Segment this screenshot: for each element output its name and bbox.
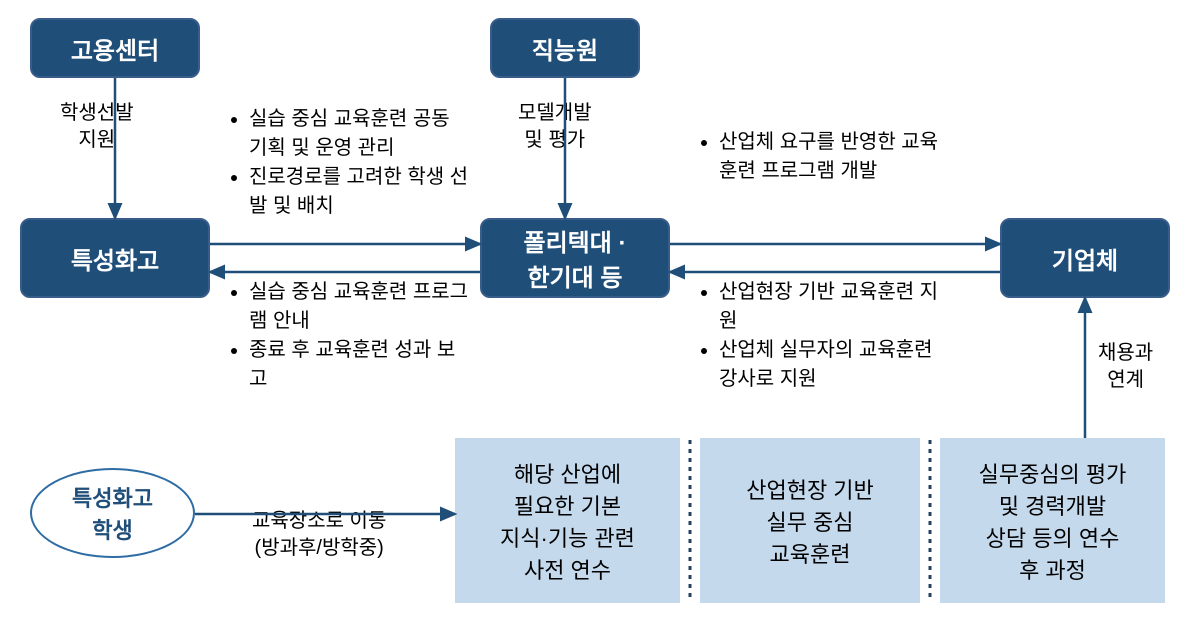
node-company: 기업체 (1000, 218, 1170, 298)
label-model-dev: 모델개발 및 평가 (518, 100, 592, 154)
bullets-co-to-poly: 산업현장 기반 교육훈련 지원산업체 실무자의 교육훈련 강사로 지원 (695, 278, 940, 394)
node-label: 특성화고 (71, 241, 159, 276)
node-label: 기업체 (1052, 241, 1118, 276)
node-employment-center: 고용센터 (30, 18, 200, 78)
node-student: 특성화고 학생 (30, 468, 195, 558)
stage-pretraining: 해당 산업에 필요한 기본 지식·기능 관련 사전 연수 (455, 438, 680, 603)
stage-label: 해당 산업에 필요한 기본 지식·기능 관련 사전 연수 (500, 457, 635, 585)
stage-label: 산업현장 기반 실무 중심 교육훈련 (746, 473, 874, 569)
bullet-item: 실습 중심 교육훈련 공동 기획 및 운영 관리 (249, 105, 470, 163)
stage-label: 실무중심의 평가 및 경력개발 상담 등의 연수 후 과정 (979, 457, 1127, 585)
label-move-to-site: 교육장소로 이동 (방과후/방학중) (252, 508, 386, 562)
bullets-hs-to-poly: 실습 중심 교육훈련 공동 기획 및 운영 관리진로경로를 고려한 학생 선발 … (225, 105, 470, 221)
label-student-selection-support: 학생선발 지원 (60, 100, 134, 154)
bullet-item: 진로경로를 고려한 학생 선발 및 배치 (249, 163, 470, 221)
bullets-poly-to-hs: 실습 중심 교육훈련 프로그램 안내종료 후 교육훈련 성과 보고 (225, 278, 470, 394)
label-hire-link: 채용과 연계 (1098, 340, 1153, 394)
node-competency-institute: 직능원 (490, 18, 640, 78)
bullet-item: 실습 중심 교육훈련 프로그램 안내 (249, 278, 470, 336)
node-polytech: 폴리텍대 · 한기대 등 (480, 218, 670, 298)
bullet-item: 산업현장 기반 교육훈련 지원 (719, 278, 940, 336)
bullet-item: 종료 후 교육훈련 성과 보고 (249, 336, 470, 394)
bullets-poly-to-co: 산업체 요구를 반영한 교육훈련 프로그램 개발 (695, 128, 940, 186)
node-label: 특성화고 학생 (72, 481, 153, 545)
node-label: 폴리텍대 · 한기대 등 (524, 223, 627, 293)
stage-field-training: 산업현장 기반 실무 중심 교육훈련 (700, 438, 920, 603)
bullet-item: 산업체 요구를 반영한 교육훈련 프로그램 개발 (719, 128, 940, 186)
bullet-item: 산업체 실무자의 교육훈련 강사로 지원 (719, 336, 940, 394)
node-label: 직능원 (532, 31, 598, 66)
stage-post-course: 실무중심의 평가 및 경력개발 상담 등의 연수 후 과정 (940, 438, 1165, 603)
node-vocational-highschool: 특성화고 (20, 218, 210, 298)
node-label: 고용센터 (71, 31, 159, 66)
